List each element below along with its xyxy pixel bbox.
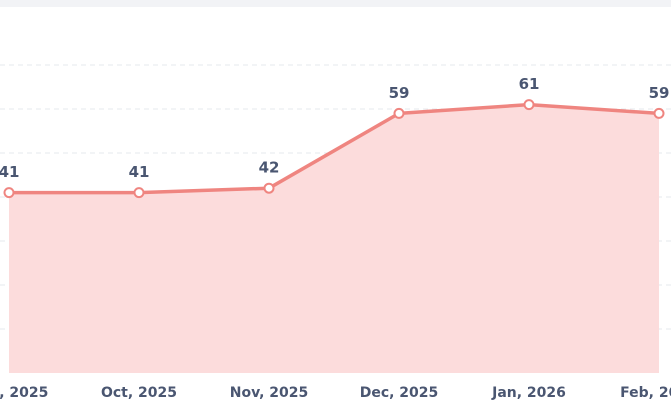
point (653, 107, 665, 119)
x-tick-label: Nov, 2025 (230, 385, 308, 401)
value-label: 42 (259, 159, 280, 177)
value-label: 59 (389, 84, 410, 102)
point (3, 187, 15, 199)
point (523, 99, 535, 111)
x-tick-label: Oct, 2025 (101, 385, 177, 401)
point (133, 187, 145, 199)
x-tick-label: Dec, 2025 (360, 385, 439, 401)
area (9, 104, 659, 373)
value-label: 59 (649, 84, 670, 102)
point (393, 107, 405, 119)
line (9, 102, 660, 195)
value-label: 41 (129, 163, 150, 181)
x-tick-label: Feb, 2026 (620, 385, 671, 401)
value-label: 61 (519, 75, 540, 93)
point (263, 182, 275, 194)
x-tick-label: Sep, 2025 (0, 385, 48, 401)
top-strip (0, 0, 671, 7)
value-label: 41 (0, 163, 19, 181)
x-tick-label: Jan, 2026 (491, 385, 566, 401)
